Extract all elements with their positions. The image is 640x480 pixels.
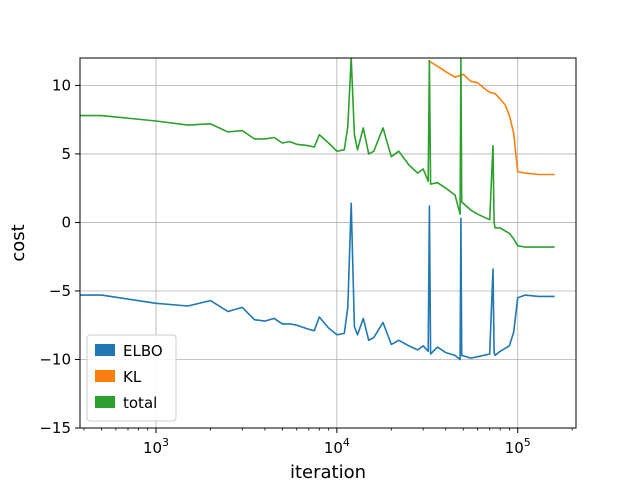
legend-label: KL [123,368,142,386]
series-line-total [80,58,555,248]
plot-frame [79,57,577,429]
legend-swatch [95,396,115,408]
y-tick-label: −10 [39,350,71,368]
x-tick-label: 105 [505,436,531,457]
y-tick-label: 10 [52,76,71,94]
series-line-kl [427,60,555,176]
y-tick-label: −15 [39,419,71,437]
y-tick-label: −5 [49,282,71,300]
legend-swatch [95,370,115,382]
series-group [80,58,555,361]
x-tick-label: 104 [324,436,350,457]
legend-label: total [123,394,157,412]
legend: ELBO KL total [86,334,177,422]
legend-swatch [95,344,115,356]
legend-label: ELBO [123,342,163,360]
x-tick-label: 103 [143,436,169,457]
axis-ticks: 103 104 105 −15 −10 −5 0 5 10 [39,76,573,457]
series-line-elbo [80,202,555,361]
y-axis-label: cost [8,224,29,261]
y-tick-label: 0 [61,213,71,231]
y-tick-label: 5 [61,145,71,163]
x-axis-label: iteration [290,462,366,480]
